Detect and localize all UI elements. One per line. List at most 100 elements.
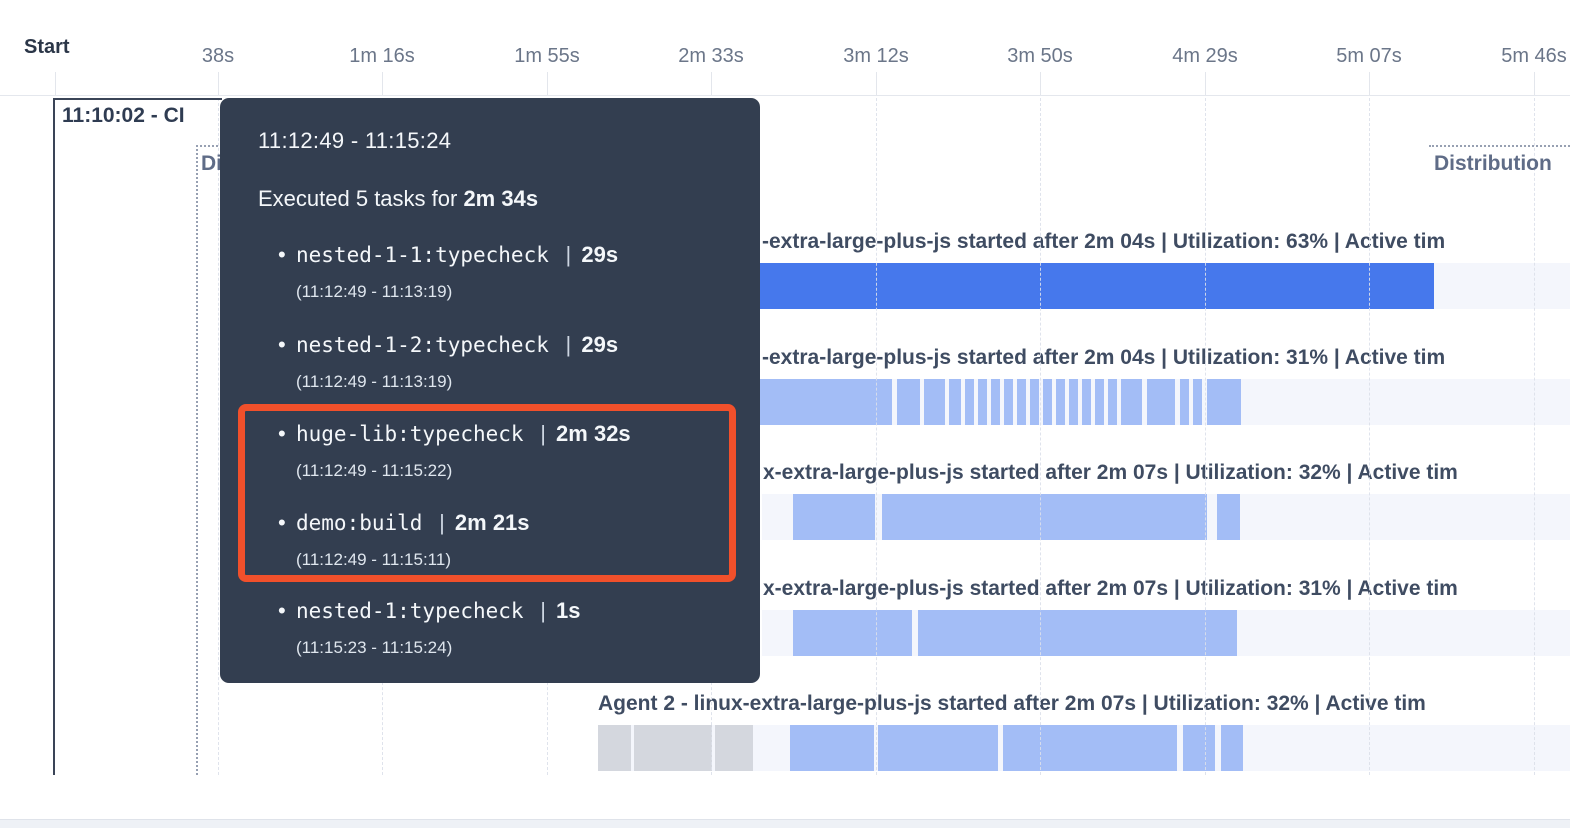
tooltip-task-name: demo:build <box>296 511 436 535</box>
axis-tick-mark <box>1534 72 1535 95</box>
tooltip-task-name: huge-lib:typecheck <box>296 422 537 446</box>
pipeline-box-left-border <box>53 98 55 775</box>
distribution-label-right: Distribution <box>1434 152 1552 175</box>
axis-gridline <box>1205 98 1206 775</box>
agent-task-segment[interactable] <box>1183 725 1215 771</box>
agent-task-segment[interactable] <box>598 725 631 771</box>
bottom-panel-edge <box>0 819 1570 828</box>
agent-task-segment[interactable] <box>1217 494 1240 540</box>
tooltip-task-separator: | <box>540 421 546 446</box>
axis-gridline <box>876 98 877 775</box>
tooltip-task-item: demo:build | 2m 21s (11:12:49 - 11:15:11) <box>258 510 729 571</box>
agent-row-label: -extra-large-plus-js started after 2m 04… <box>762 230 1446 253</box>
agent-task-segment[interactable] <box>1193 378 1202 425</box>
agent-task-segment[interactable] <box>1221 725 1243 771</box>
tooltip-task-duration: 1s <box>549 598 581 623</box>
agent-row-label: -extra-large-plus-js started after 2m 04… <box>762 345 1446 369</box>
agent-task-segment[interactable] <box>1056 378 1065 425</box>
agent-task-segment[interactable] <box>1180 378 1189 425</box>
tooltip-task-name: nested-1-2:typecheck <box>296 333 562 357</box>
agent-row-label: Agent 2 - linux-extra-large-plus-js star… <box>598 692 1426 715</box>
tooltip-task-time: (11:12:49 - 11:15:11) <box>296 550 451 569</box>
agent-task-segment[interactable] <box>991 378 1000 425</box>
tooltip-task-name-line: nested-1-2:typecheck | 29s <box>258 332 722 358</box>
tooltip-task-item: huge-lib:typecheck | 2m 32s (11:12:49 - 1… <box>258 421 729 482</box>
axis-gridline <box>1369 98 1370 775</box>
axis-tick-label: 3m 12s <box>843 45 909 67</box>
axis-tick-mark <box>1369 72 1370 95</box>
tooltip-task-name-line: nested-1-1:typecheck | 29s <box>258 242 722 268</box>
axis-tick-label: 2m 33s <box>678 45 744 67</box>
agent-task-segment[interactable] <box>878 725 998 771</box>
agent-task-segment[interactable] <box>897 378 920 425</box>
tooltip-highlight-box: huge-lib:typecheck | 2m 32s (11:12:49 - 1… <box>238 404 736 582</box>
axis-tick-label: 5m 07s <box>1336 45 1402 67</box>
agent-task-segment[interactable] <box>965 378 974 425</box>
agent-task-segment[interactable] <box>1121 378 1142 425</box>
tooltip-task-name: nested-1:typecheck <box>296 599 537 623</box>
agent-task-segment[interactable] <box>1043 378 1052 425</box>
axis-tick-label: 1m 16s <box>349 45 415 67</box>
axis-gridline <box>218 98 219 775</box>
axis-tick-mark <box>547 72 548 95</box>
pipeline-box-top-border <box>53 98 222 100</box>
agent-task-segment[interactable] <box>715 725 753 771</box>
axis-tick-label: 1m 55s <box>514 45 580 67</box>
agent-task-segment[interactable] <box>978 378 987 425</box>
tooltip-task-name-line: demo:build | 2m 21s <box>258 510 729 536</box>
agent-task-segment[interactable] <box>1082 378 1091 425</box>
agent-row-label: x-extra-large-plus-js started after 2m 0… <box>763 461 1458 484</box>
agent-task-segment[interactable] <box>1108 378 1117 425</box>
tooltip-task-duration: 29s <box>575 242 619 267</box>
tooltip-task-name-line: nested-1:typecheck | 1s <box>258 598 722 624</box>
tooltip-task-separator: | <box>565 332 572 357</box>
agent-task-segment[interactable] <box>1003 725 1177 771</box>
axis-tick-mark <box>382 72 383 95</box>
agent-task-segment[interactable] <box>1017 378 1026 425</box>
tooltip-task-separator: | <box>439 510 445 535</box>
agent-task-segment[interactable] <box>1030 378 1039 425</box>
agent-task-segment[interactable] <box>1004 378 1013 425</box>
axis-tick-label: 4m 29s <box>1172 45 1238 67</box>
agent-task-segment[interactable] <box>793 609 912 656</box>
tooltip-task-separator: | <box>565 242 572 267</box>
tooltip-task-duration: 29s <box>575 332 619 357</box>
agent-task-segment[interactable] <box>949 378 961 425</box>
axis-gridline <box>1534 98 1535 775</box>
axis-tick-label: 3m 50s <box>1007 45 1073 67</box>
tooltip-task-time: (11:12:49 - 11:13:19) <box>296 282 453 301</box>
axis-tick-mark <box>218 72 219 95</box>
tooltip-summary: Executed 5 tasks for 2m 34s <box>258 186 760 212</box>
agent-task-segment[interactable] <box>1147 378 1175 425</box>
pipeline-start-label: 11:10:02 - CI <box>62 104 185 127</box>
agent-task-segment[interactable] <box>882 494 1207 540</box>
tooltip-task-separator: | <box>540 598 546 623</box>
tooltip-summary-duration: 2m 34s <box>463 186 539 211</box>
tooltip-time-range: 11:12:49 - 11:15:24 <box>258 128 452 153</box>
task-tooltip: 11:12:49 - 11:15:24 Executed 5 tasks for… <box>220 98 760 683</box>
axis-gridline <box>1040 98 1041 775</box>
agent-task-segment[interactable] <box>1095 378 1104 425</box>
tooltip-task-duration: 2m 21s <box>448 510 530 535</box>
agent-task-segment[interactable] <box>1207 378 1241 425</box>
agent-task-segment[interactable] <box>924 378 945 425</box>
axis-tick-mark <box>876 72 877 95</box>
axis-tick-mark <box>711 72 712 95</box>
axis-tick-label: 38s <box>201 45 235 67</box>
tooltip-task-time: (11:12:49 - 11:13:19) <box>296 372 453 391</box>
distribution-label-left: Di <box>201 152 222 175</box>
agent-row-label: x-extra-large-plus-js started after 2m 0… <box>763 576 1458 600</box>
agent-task-segment[interactable] <box>634 725 712 771</box>
tooltip-task-item: nested-1:typecheck | 1s (11:15:23 - 11:15… <box>258 598 722 659</box>
agent-task-segment[interactable] <box>1069 378 1078 425</box>
tooltip-task-item: nested-1-2:typecheck | 29s (11:12:49 - 11… <box>258 332 722 393</box>
agent-task-segment[interactable] <box>790 725 874 771</box>
agent-task-segment[interactable] <box>793 494 875 540</box>
axis-start-label: Start <box>24 36 70 58</box>
tooltip-task-name-line: huge-lib:typecheck | 2m 32s <box>258 421 729 447</box>
agent-task-segment[interactable] <box>700 263 1434 309</box>
axis-start-tick <box>55 72 56 95</box>
distribution-region-right <box>1429 145 1570 147</box>
agent-task-segment[interactable] <box>918 609 1237 656</box>
